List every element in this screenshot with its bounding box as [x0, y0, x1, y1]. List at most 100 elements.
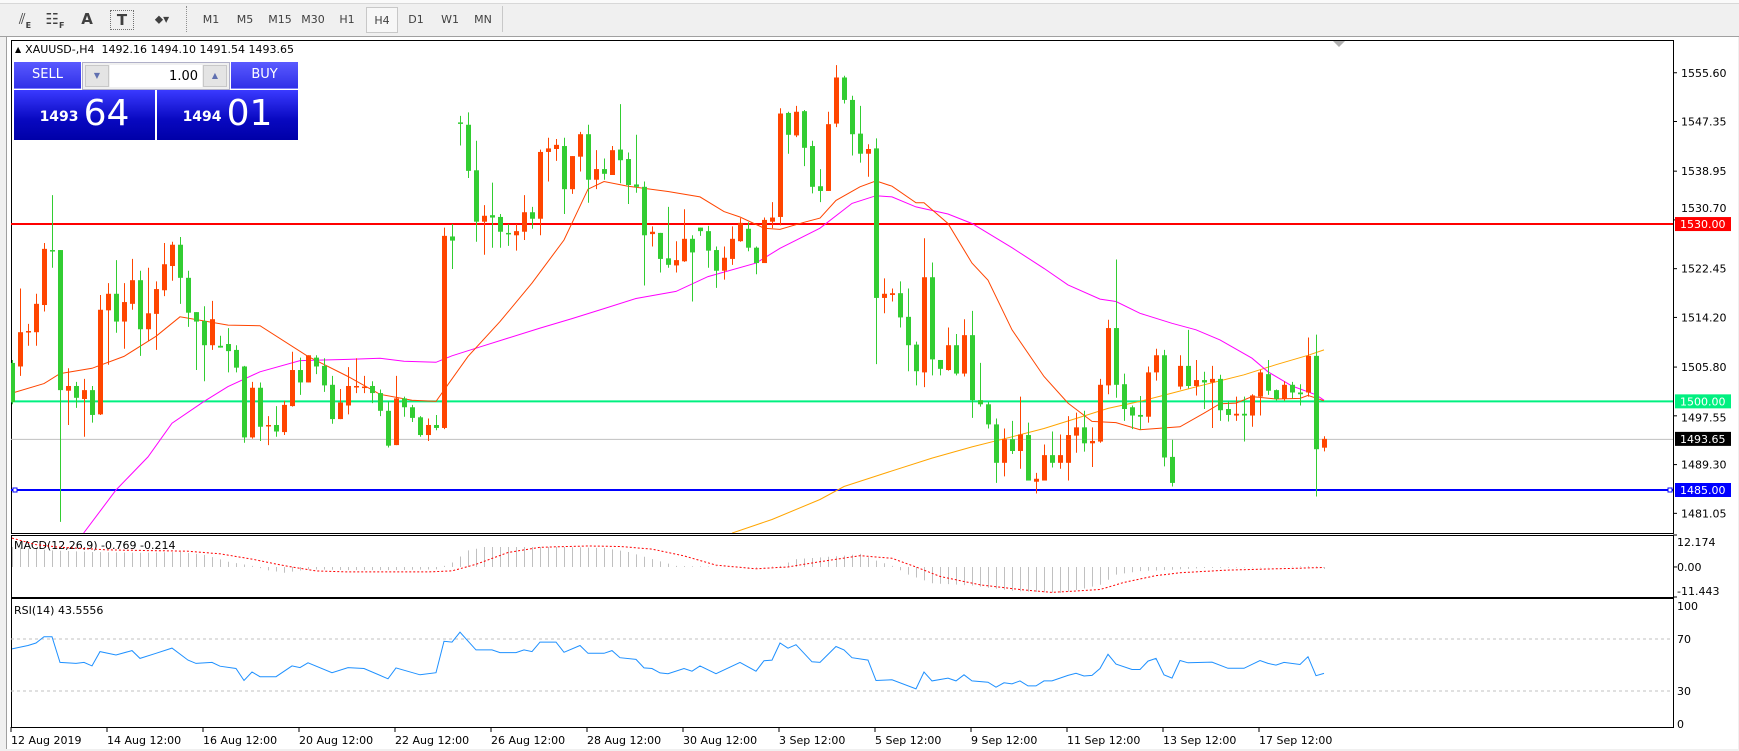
candle-body	[1034, 478, 1039, 482]
macd-scale-label: 0.00	[1677, 561, 1702, 574]
text-icon[interactable]: A	[81, 10, 93, 28]
lot-increase-button[interactable]: ▲	[203, 65, 227, 87]
candle-body	[906, 316, 911, 346]
candle-body	[1250, 395, 1255, 416]
candle-body	[482, 215, 487, 222]
candle-body	[50, 250, 55, 252]
candle	[882, 278, 887, 314]
candle-body	[530, 212, 535, 219]
rsi-pane-border	[11, 598, 1674, 728]
candle-body	[890, 293, 895, 295]
candle-body	[474, 170, 479, 222]
line-handle-icon[interactable]	[1667, 487, 1673, 493]
candle-body	[394, 398, 399, 446]
time-axis-label: 11 Sep 12:00	[1067, 734, 1140, 747]
candle-body	[1306, 355, 1311, 393]
candle	[11, 359, 15, 405]
candle	[970, 310, 975, 418]
candle-body	[1098, 384, 1103, 442]
candle	[1314, 334, 1319, 497]
buy-price-button[interactable]: 1494 01	[157, 90, 298, 140]
candle-body	[1106, 328, 1111, 386]
collapse-triangle-icon[interactable]: ▲	[15, 45, 22, 54]
candle-body	[962, 335, 967, 374]
candle-body	[138, 280, 143, 330]
lot-decrease-button[interactable]: ▼	[85, 65, 109, 87]
candle	[274, 406, 279, 437]
candle-body	[874, 148, 879, 298]
bid-prefix: 1493	[39, 109, 79, 125]
candle	[434, 414, 439, 431]
candle-body	[754, 247, 759, 264]
line-handle-icon[interactable]	[12, 487, 18, 493]
timeframe-w1[interactable]: W1	[441, 13, 459, 26]
candle-body	[426, 424, 431, 436]
timeframe-m1[interactable]: M1	[202, 13, 220, 26]
candle-body	[1146, 372, 1151, 417]
candle-body	[738, 222, 743, 242]
sell-price-button[interactable]: 1493 64	[14, 90, 155, 140]
candle-body	[794, 111, 799, 136]
time-axis-label: 9 Sep 12:00	[971, 734, 1037, 747]
candle-body	[1026, 435, 1031, 481]
candle-body	[650, 231, 655, 235]
candle	[578, 131, 583, 172]
lot-input[interactable]	[110, 65, 202, 87]
candle-body	[578, 134, 583, 157]
buy-button[interactable]: BUY	[231, 62, 298, 89]
candle	[562, 137, 567, 215]
candle	[234, 345, 239, 373]
timeframe-d1[interactable]: D1	[408, 13, 424, 26]
candle	[954, 333, 959, 376]
candle	[1130, 405, 1135, 430]
candle-body	[674, 260, 679, 266]
timeframe-h1[interactable]: H1	[339, 13, 355, 26]
candle	[1282, 381, 1287, 401]
candle-body	[130, 280, 135, 304]
rsi-label: RSI(14) 43.5556	[14, 604, 103, 617]
timeframe-h4[interactable]: H4	[366, 7, 398, 33]
candle	[258, 382, 263, 441]
candle-body	[322, 365, 327, 386]
candle	[738, 218, 743, 242]
candle-body	[170, 244, 175, 267]
candle	[394, 375, 399, 446]
candle-body	[586, 134, 591, 180]
candle-body	[770, 217, 775, 222]
candle	[842, 75, 847, 104]
ask-pips: 01	[226, 93, 273, 134]
timeframe-m5[interactable]: M5	[236, 13, 254, 26]
candle-body	[1266, 374, 1271, 391]
elliott-wave-icon[interactable]: ⫽E	[12, 8, 38, 32]
fibonacci-lines-icon[interactable]: ☷F	[42, 8, 68, 32]
candle	[906, 288, 911, 372]
text-label-icon[interactable]: T	[110, 10, 134, 30]
candle-body	[1170, 456, 1175, 483]
candle-body	[442, 235, 447, 428]
candle-body	[546, 148, 551, 152]
sell-button[interactable]: SELL	[14, 62, 81, 89]
candle	[442, 227, 447, 430]
candle	[1050, 431, 1055, 468]
candle-body	[818, 186, 823, 191]
candle	[1082, 410, 1087, 452]
candle-body	[418, 417, 423, 436]
candle-body	[658, 232, 663, 259]
candle	[522, 195, 527, 241]
price-axis-label: 1522.45	[1681, 263, 1727, 276]
price-axis-label: 1547.35	[1681, 116, 1727, 129]
timeframe-m30[interactable]: M30	[301, 13, 325, 26]
chart-shift-marker-icon[interactable]	[1333, 41, 1345, 47]
candle	[1234, 396, 1239, 421]
main-pane-border	[11, 40, 1674, 534]
timeframe-m15[interactable]: M15	[268, 13, 292, 26]
candle-body	[922, 277, 927, 373]
timeframe-mn[interactable]: MN	[474, 13, 492, 26]
candle-body	[642, 186, 647, 236]
arrows-dropdown-icon[interactable]: ⬥▾	[154, 12, 170, 26]
price-axis-label: 1555.60	[1681, 67, 1727, 80]
time-axis-label: 26 Aug 12:00	[491, 734, 565, 747]
candle	[714, 246, 719, 288]
window-top-strip	[0, 0, 1739, 4]
